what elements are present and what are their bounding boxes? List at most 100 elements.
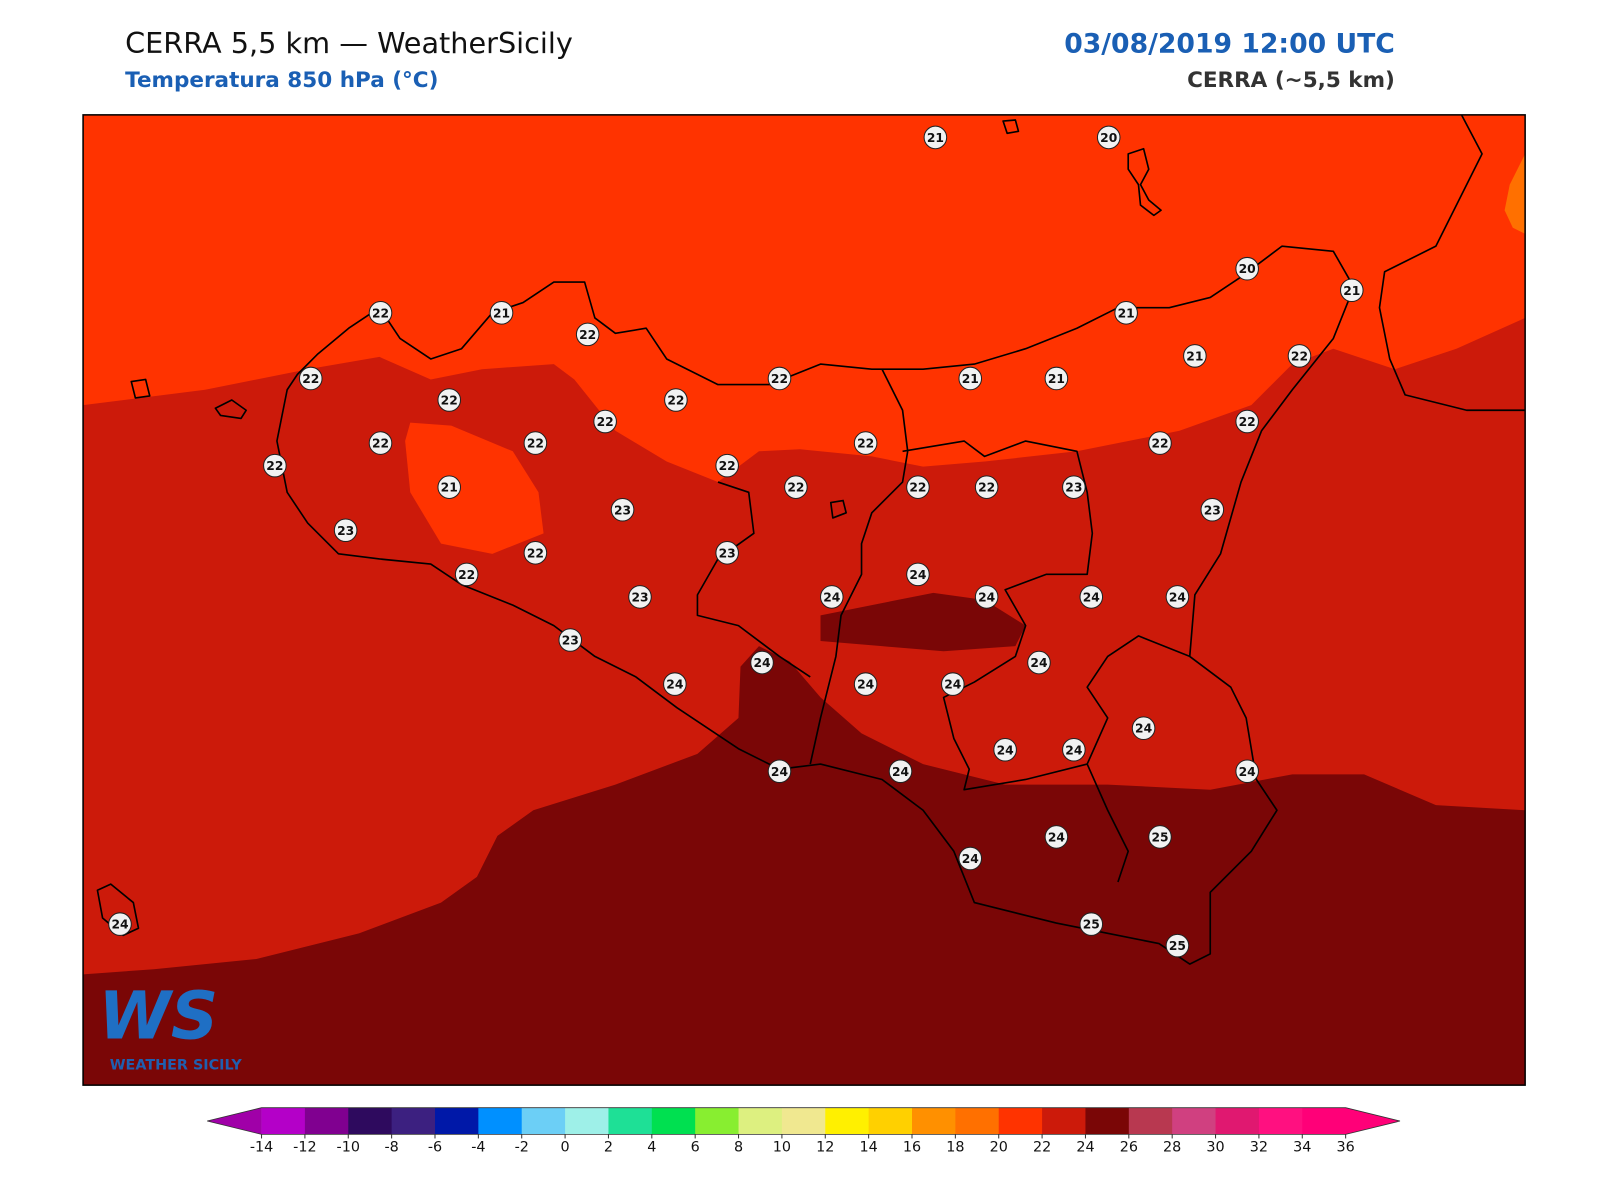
station-marker	[1096, 125, 1121, 150]
station-marker	[628, 585, 652, 609]
colorbar-tick-label: -12	[293, 1140, 316, 1156]
station-marker	[1027, 650, 1051, 675]
station-value: 25	[1083, 918, 1100, 932]
colorbar-tick-label: 34	[1293, 1140, 1311, 1156]
station-value: 22	[266, 459, 283, 473]
station-value: 22	[667, 394, 684, 408]
station-value: 22	[909, 481, 926, 495]
field-region	[820, 592, 1026, 652]
station-value: 24	[962, 852, 979, 866]
station-value: 22	[1291, 349, 1308, 363]
station-value: 24	[1135, 722, 1152, 736]
colorbar-bin	[261, 1107, 306, 1135]
station-marker	[853, 431, 878, 455]
model: CERRA (~5,5 km)	[1187, 68, 1395, 93]
station-marker	[1044, 825, 1069, 849]
colorbar-bin	[695, 1107, 740, 1135]
colorbar-tick-label: -2	[515, 1140, 529, 1156]
colorbar-tick-label: 32	[1250, 1140, 1268, 1156]
station-value: 23	[614, 503, 631, 517]
station-marker	[958, 366, 983, 391]
station-marker	[1062, 737, 1086, 762]
colorbar-bin	[478, 1107, 523, 1135]
colorbar-tick-label: 30	[1206, 1140, 1224, 1156]
colorbar: -14 -12 -10 -8 -6 -4 -2 0 2 4 6 8 10 12 14 16 18 20 22 24 26…	[207, 1107, 1401, 1156]
station-marker	[664, 388, 688, 412]
colorbar-bin	[565, 1107, 609, 1135]
station-value: 23	[1204, 503, 1221, 517]
colorbar-extend-high	[1345, 1107, 1400, 1135]
station-marker	[853, 672, 878, 696]
station-value: 22	[579, 328, 596, 342]
colorbar-tick-label: 8	[734, 1140, 743, 1156]
station-marker	[888, 759, 913, 784]
station-value: 22	[1239, 415, 1256, 429]
station-value: 24	[909, 568, 926, 582]
station-marker	[1114, 301, 1138, 325]
station-value: 24	[1169, 590, 1186, 604]
logo: WS WEATHER SICILY	[98, 979, 242, 1074]
station-marker	[368, 431, 393, 455]
station-marker	[437, 388, 462, 412]
station-marker	[993, 737, 1017, 762]
station-value: 22	[597, 415, 614, 429]
colorbar-extend-low	[207, 1107, 262, 1135]
station-value: 21	[493, 306, 510, 320]
station-marker	[1148, 431, 1172, 455]
colorbar-tick-label: 14	[860, 1140, 878, 1156]
colorbar-bin	[391, 1107, 436, 1135]
colorbar-tick-label: 0	[561, 1140, 570, 1156]
station-marker	[558, 628, 583, 652]
station-value: 24	[753, 656, 770, 670]
logo-mark: WS	[98, 979, 218, 1055]
station-marker	[784, 475, 808, 499]
station-marker	[767, 366, 792, 391]
station-value: 24	[771, 765, 788, 779]
station-value: 23	[1065, 481, 1082, 495]
colorbar-bin	[651, 1107, 696, 1135]
station-marker	[593, 409, 617, 434]
colorbar-bin	[304, 1107, 349, 1135]
subtitle: Temperatura 850 hPa (°C)	[125, 68, 438, 93]
colorbar-bin	[1085, 1107, 1130, 1135]
colorbar-tick-label: 4	[647, 1140, 656, 1156]
station-value: 22	[857, 437, 874, 451]
colorbar-bin	[998, 1107, 1043, 1135]
colorbar-bin	[608, 1107, 653, 1135]
coastline	[1378, 114, 1526, 412]
station-value: 22	[372, 306, 389, 320]
station-value: 24	[823, 590, 840, 604]
colorbar-bin	[912, 1107, 956, 1135]
station-marker	[1044, 366, 1069, 391]
colorbar-tick-label: 28	[1163, 1140, 1181, 1156]
station-value: 22	[771, 372, 788, 386]
station-marker	[1339, 278, 1364, 303]
colorbar-bin	[1258, 1107, 1303, 1135]
station-marker	[523, 541, 548, 565]
station-value: 24	[1065, 743, 1082, 757]
station-marker	[108, 912, 132, 936]
colorbar-bin	[781, 1107, 826, 1135]
colorbar-tick-label: 20	[990, 1140, 1008, 1156]
colorbar-tick-label: -14	[250, 1140, 273, 1156]
station-value: 24	[978, 590, 995, 604]
station-value: 22	[527, 546, 544, 560]
title: CERRA 5,5 km — WeatherSicily	[125, 26, 573, 60]
station-marker	[923, 125, 948, 150]
station-marker	[1165, 585, 1190, 609]
colorbar-tick-label: 24	[1076, 1140, 1094, 1156]
colorbar-bin	[348, 1107, 393, 1135]
colorbar-tick-label: 12	[816, 1140, 834, 1156]
colorbar-bin	[521, 1107, 566, 1135]
station-marker	[1062, 475, 1086, 499]
station-marker	[523, 431, 548, 455]
station-marker	[1287, 344, 1312, 368]
station-value: 21	[927, 131, 944, 145]
station-value: 22	[302, 372, 319, 386]
station-value: 22	[441, 394, 458, 408]
station-marker	[1165, 933, 1190, 958]
station-marker	[1079, 585, 1104, 609]
island	[96, 119, 1162, 937]
station-value: 25	[1151, 830, 1168, 844]
station-marker	[610, 497, 635, 522]
